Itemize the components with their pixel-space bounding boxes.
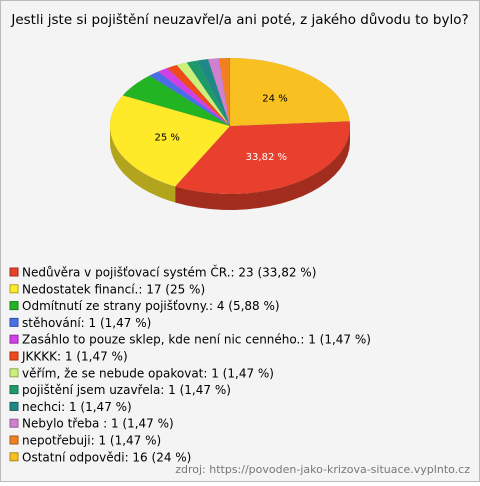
slice bbox=[229, 57, 350, 127]
legend-swatch bbox=[9, 435, 19, 445]
legend-label: věřím, že se nebude opakovat: 1 (1,47 %) bbox=[22, 366, 274, 380]
legend-label: Ostatní odpovědi: 16 (24 %) bbox=[22, 450, 191, 464]
legend-label: stěhování: 1 (1,47 %) bbox=[22, 316, 151, 330]
legend-label: pojištění jsem uzavřela: 1 (1,47 %) bbox=[22, 383, 231, 397]
legend-swatch bbox=[9, 267, 19, 277]
legend-label: Odmítnutí ze strany pojišťovny.: 4 (5,88… bbox=[22, 299, 280, 313]
slice bbox=[166, 64, 231, 127]
legend-label: Nebylo třeba : 1 (1,47 %) bbox=[22, 417, 174, 431]
legend-swatch bbox=[9, 284, 19, 294]
legend-swatch bbox=[9, 301, 19, 311]
legend-label: Nedůvěra v pojišťovací systém ČR.: 23 (3… bbox=[22, 265, 316, 280]
slice bbox=[157, 67, 231, 127]
legend-label: nepotřebuji: 1 (1,47 %) bbox=[22, 434, 161, 448]
legend-label: Zasáhlo to pouze sklep, kde není nic cen… bbox=[22, 333, 371, 347]
legend-swatch bbox=[9, 385, 19, 395]
legend-swatch bbox=[9, 351, 19, 361]
value-label: 33,82 % bbox=[246, 152, 287, 163]
chart-title: Jestli jste si pojištění neuzavřel/a ani… bbox=[10, 12, 468, 28]
slice bbox=[122, 75, 231, 127]
slice-side bbox=[110, 126, 176, 203]
source: zdroj: https://povoden-jako-krizova-situ… bbox=[175, 463, 470, 476]
value-label: 24 % bbox=[262, 94, 287, 105]
value-label: 25 % bbox=[155, 133, 180, 144]
slice bbox=[218, 57, 231, 127]
slice bbox=[207, 58, 231, 127]
legend-swatch bbox=[9, 452, 19, 462]
slice bbox=[109, 95, 231, 187]
legend-swatch bbox=[9, 368, 19, 378]
slice bbox=[196, 58, 231, 127]
legend-swatch bbox=[9, 401, 19, 411]
slice bbox=[174, 120, 351, 195]
slice-side bbox=[175, 126, 350, 210]
slice bbox=[186, 60, 231, 127]
legend-label: nechci: 1 (1,47 %) bbox=[22, 400, 132, 414]
legend-swatch bbox=[9, 418, 19, 428]
legend-swatch bbox=[9, 317, 19, 327]
slice bbox=[176, 62, 231, 127]
legend-label: JKKKK: 1 (1,47 %) bbox=[21, 350, 128, 364]
legend-swatch bbox=[9, 334, 19, 344]
slice bbox=[148, 71, 231, 127]
legend-label: Nedostatek financí.: 17 (25 %) bbox=[22, 282, 205, 296]
